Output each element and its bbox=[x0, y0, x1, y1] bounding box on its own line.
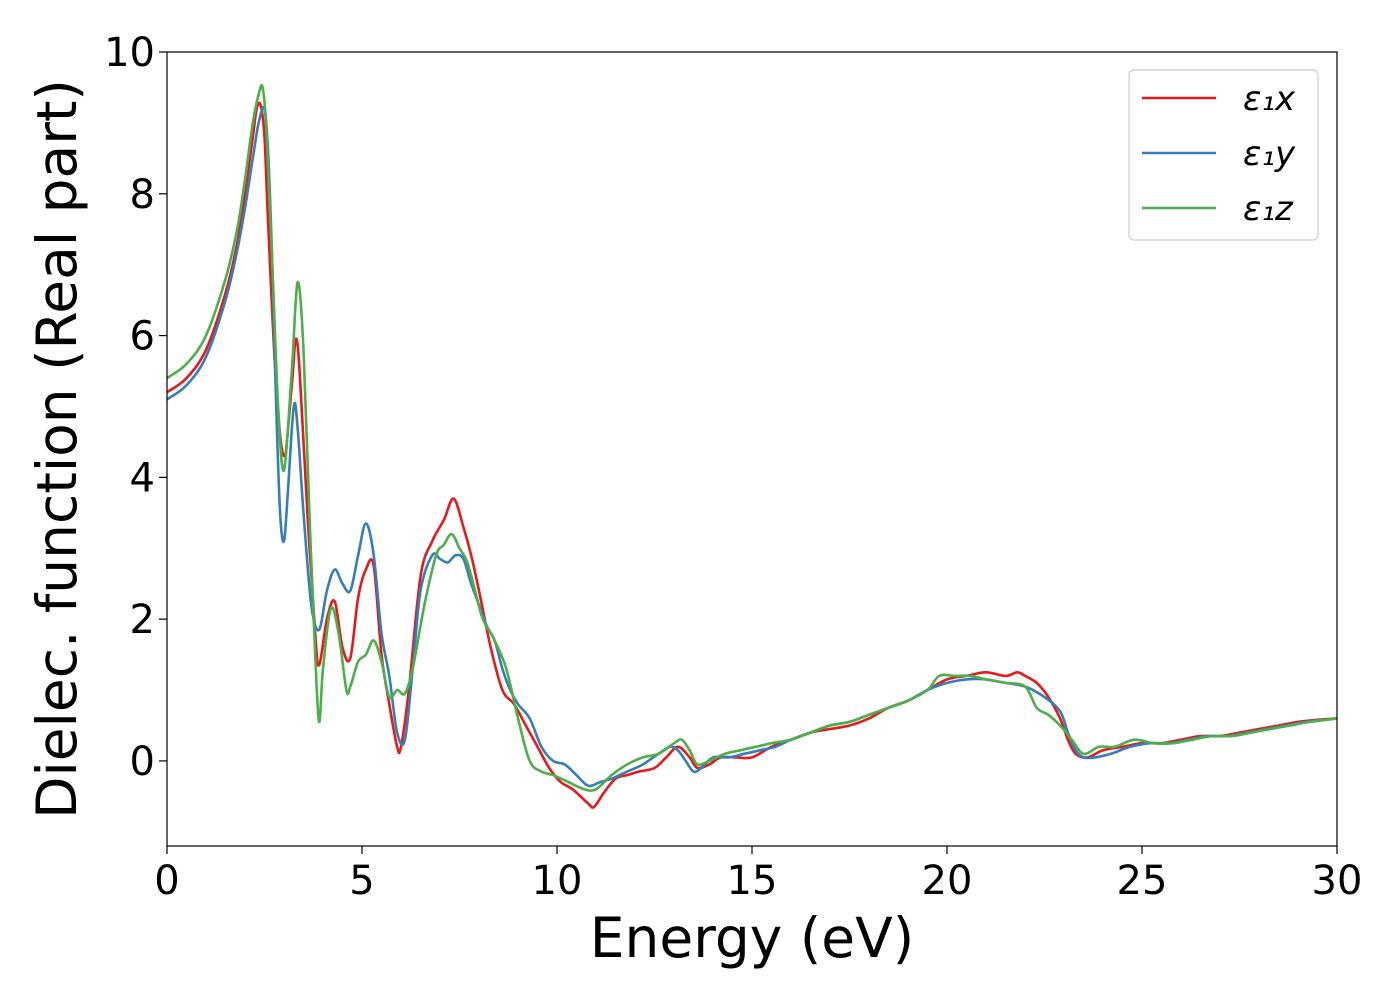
x-tick-label: 5 bbox=[349, 858, 374, 904]
y-tick-label: 10 bbox=[104, 30, 155, 76]
series-line-eps1z bbox=[167, 83, 1337, 792]
legend-label-eps1y: ε₁y bbox=[1243, 134, 1296, 174]
plot-lines bbox=[167, 83, 1337, 809]
legend: ε₁x ε₁y ε₁z bbox=[1128, 69, 1319, 241]
x-tick-label: 20 bbox=[922, 858, 973, 904]
x-tick-label: 15 bbox=[727, 858, 778, 904]
y-tick-label: 8 bbox=[130, 172, 155, 218]
y-tick-label: 6 bbox=[130, 314, 155, 360]
x-tick-label: 10 bbox=[532, 858, 583, 904]
x-tick-label: 25 bbox=[1117, 858, 1168, 904]
y-tick-label: 4 bbox=[130, 455, 155, 501]
series-line-eps1x bbox=[167, 101, 1337, 809]
x-tick-label: 0 bbox=[154, 858, 179, 904]
y-axis-label: Dielec. function (Real part) bbox=[25, 79, 89, 819]
y-tick-label: 2 bbox=[130, 597, 155, 643]
legend-label-eps1z: ε₁z bbox=[1243, 189, 1294, 229]
x-axis-ticks: 0 5 10 15 20 25 30 bbox=[154, 846, 1362, 904]
legend-box bbox=[1128, 69, 1319, 241]
y-tick-label: 0 bbox=[130, 739, 155, 785]
series-line-eps1y bbox=[167, 105, 1337, 788]
x-axis-label: Energy (eV) bbox=[590, 906, 914, 970]
legend-label-eps1x: ε₁x bbox=[1243, 79, 1296, 119]
x-tick-label: 30 bbox=[1312, 858, 1363, 904]
y-axis-ticks: 0 2 4 6 8 10 bbox=[104, 30, 167, 785]
